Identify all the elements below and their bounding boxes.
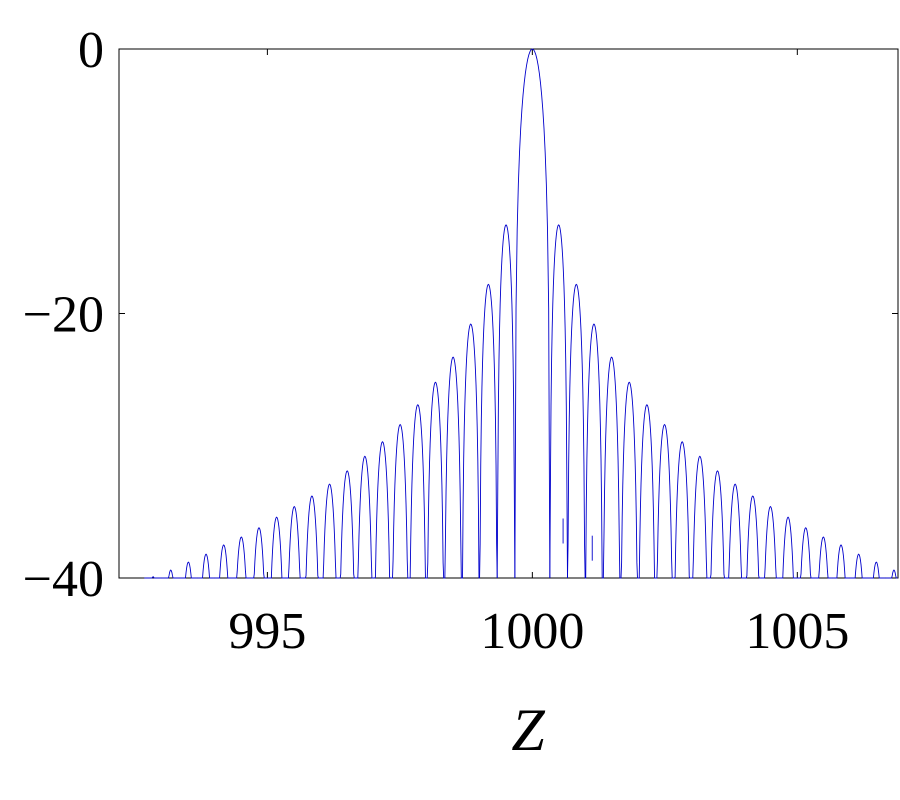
side-lobe bbox=[320, 483, 339, 579]
side-lobe bbox=[303, 495, 321, 579]
side-lobe bbox=[250, 527, 268, 579]
side-lobe bbox=[726, 483, 744, 579]
side-lobe bbox=[602, 356, 621, 579]
tick-marks bbox=[119, 48, 898, 579]
side-lobe bbox=[673, 441, 692, 579]
x-tick-label: 1000 bbox=[480, 603, 584, 660]
side-lobe bbox=[832, 544, 850, 579]
side-lobe bbox=[179, 561, 198, 579]
y-tick-label: 0 bbox=[78, 22, 104, 79]
side-lobe bbox=[444, 356, 462, 579]
side-lobe bbox=[796, 527, 815, 579]
side-lobe bbox=[267, 516, 286, 579]
side-lobe bbox=[549, 224, 568, 579]
side-lobe bbox=[655, 423, 674, 579]
side-lobe bbox=[638, 404, 656, 579]
side-lobe bbox=[743, 495, 762, 579]
series-line bbox=[144, 48, 898, 579]
side-lobe bbox=[408, 404, 427, 579]
side-lobe bbox=[391, 423, 409, 579]
side-lobe bbox=[814, 536, 833, 579]
y-tick-label: −20 bbox=[23, 287, 104, 344]
y-tick-label: −40 bbox=[23, 551, 104, 608]
side-lobe bbox=[338, 470, 357, 579]
x-axis-label: Z bbox=[511, 697, 545, 763]
side-lobe bbox=[761, 505, 780, 579]
side-lobe bbox=[479, 283, 498, 579]
x-tick-label: 1005 bbox=[745, 603, 849, 660]
side-lobe bbox=[708, 470, 727, 579]
side-lobe bbox=[197, 553, 215, 579]
side-lobe bbox=[567, 283, 586, 579]
side-lobe bbox=[144, 576, 162, 579]
side-lobe bbox=[461, 323, 480, 579]
side-lobe bbox=[779, 516, 797, 579]
tick-labels: 995 1000 1005 0 −20 −40 bbox=[23, 22, 850, 660]
side-lobe bbox=[214, 544, 233, 579]
side-lobe bbox=[285, 505, 304, 579]
side-lobe bbox=[691, 455, 709, 579]
side-lobe bbox=[849, 553, 868, 579]
side-lobe bbox=[373, 441, 392, 579]
side-lobe bbox=[496, 224, 516, 579]
plot-area bbox=[118, 48, 899, 579]
side-lobe bbox=[426, 381, 445, 579]
side-lobe bbox=[161, 569, 180, 579]
side-lobe bbox=[232, 536, 251, 579]
side-lobe bbox=[885, 569, 898, 579]
side-lobe bbox=[620, 381, 639, 579]
main-lobe bbox=[514, 48, 551, 579]
side-lobe bbox=[867, 561, 886, 579]
side-lobe bbox=[356, 455, 374, 579]
x-tick-label: 995 bbox=[228, 603, 306, 660]
side-lobe bbox=[585, 323, 603, 579]
